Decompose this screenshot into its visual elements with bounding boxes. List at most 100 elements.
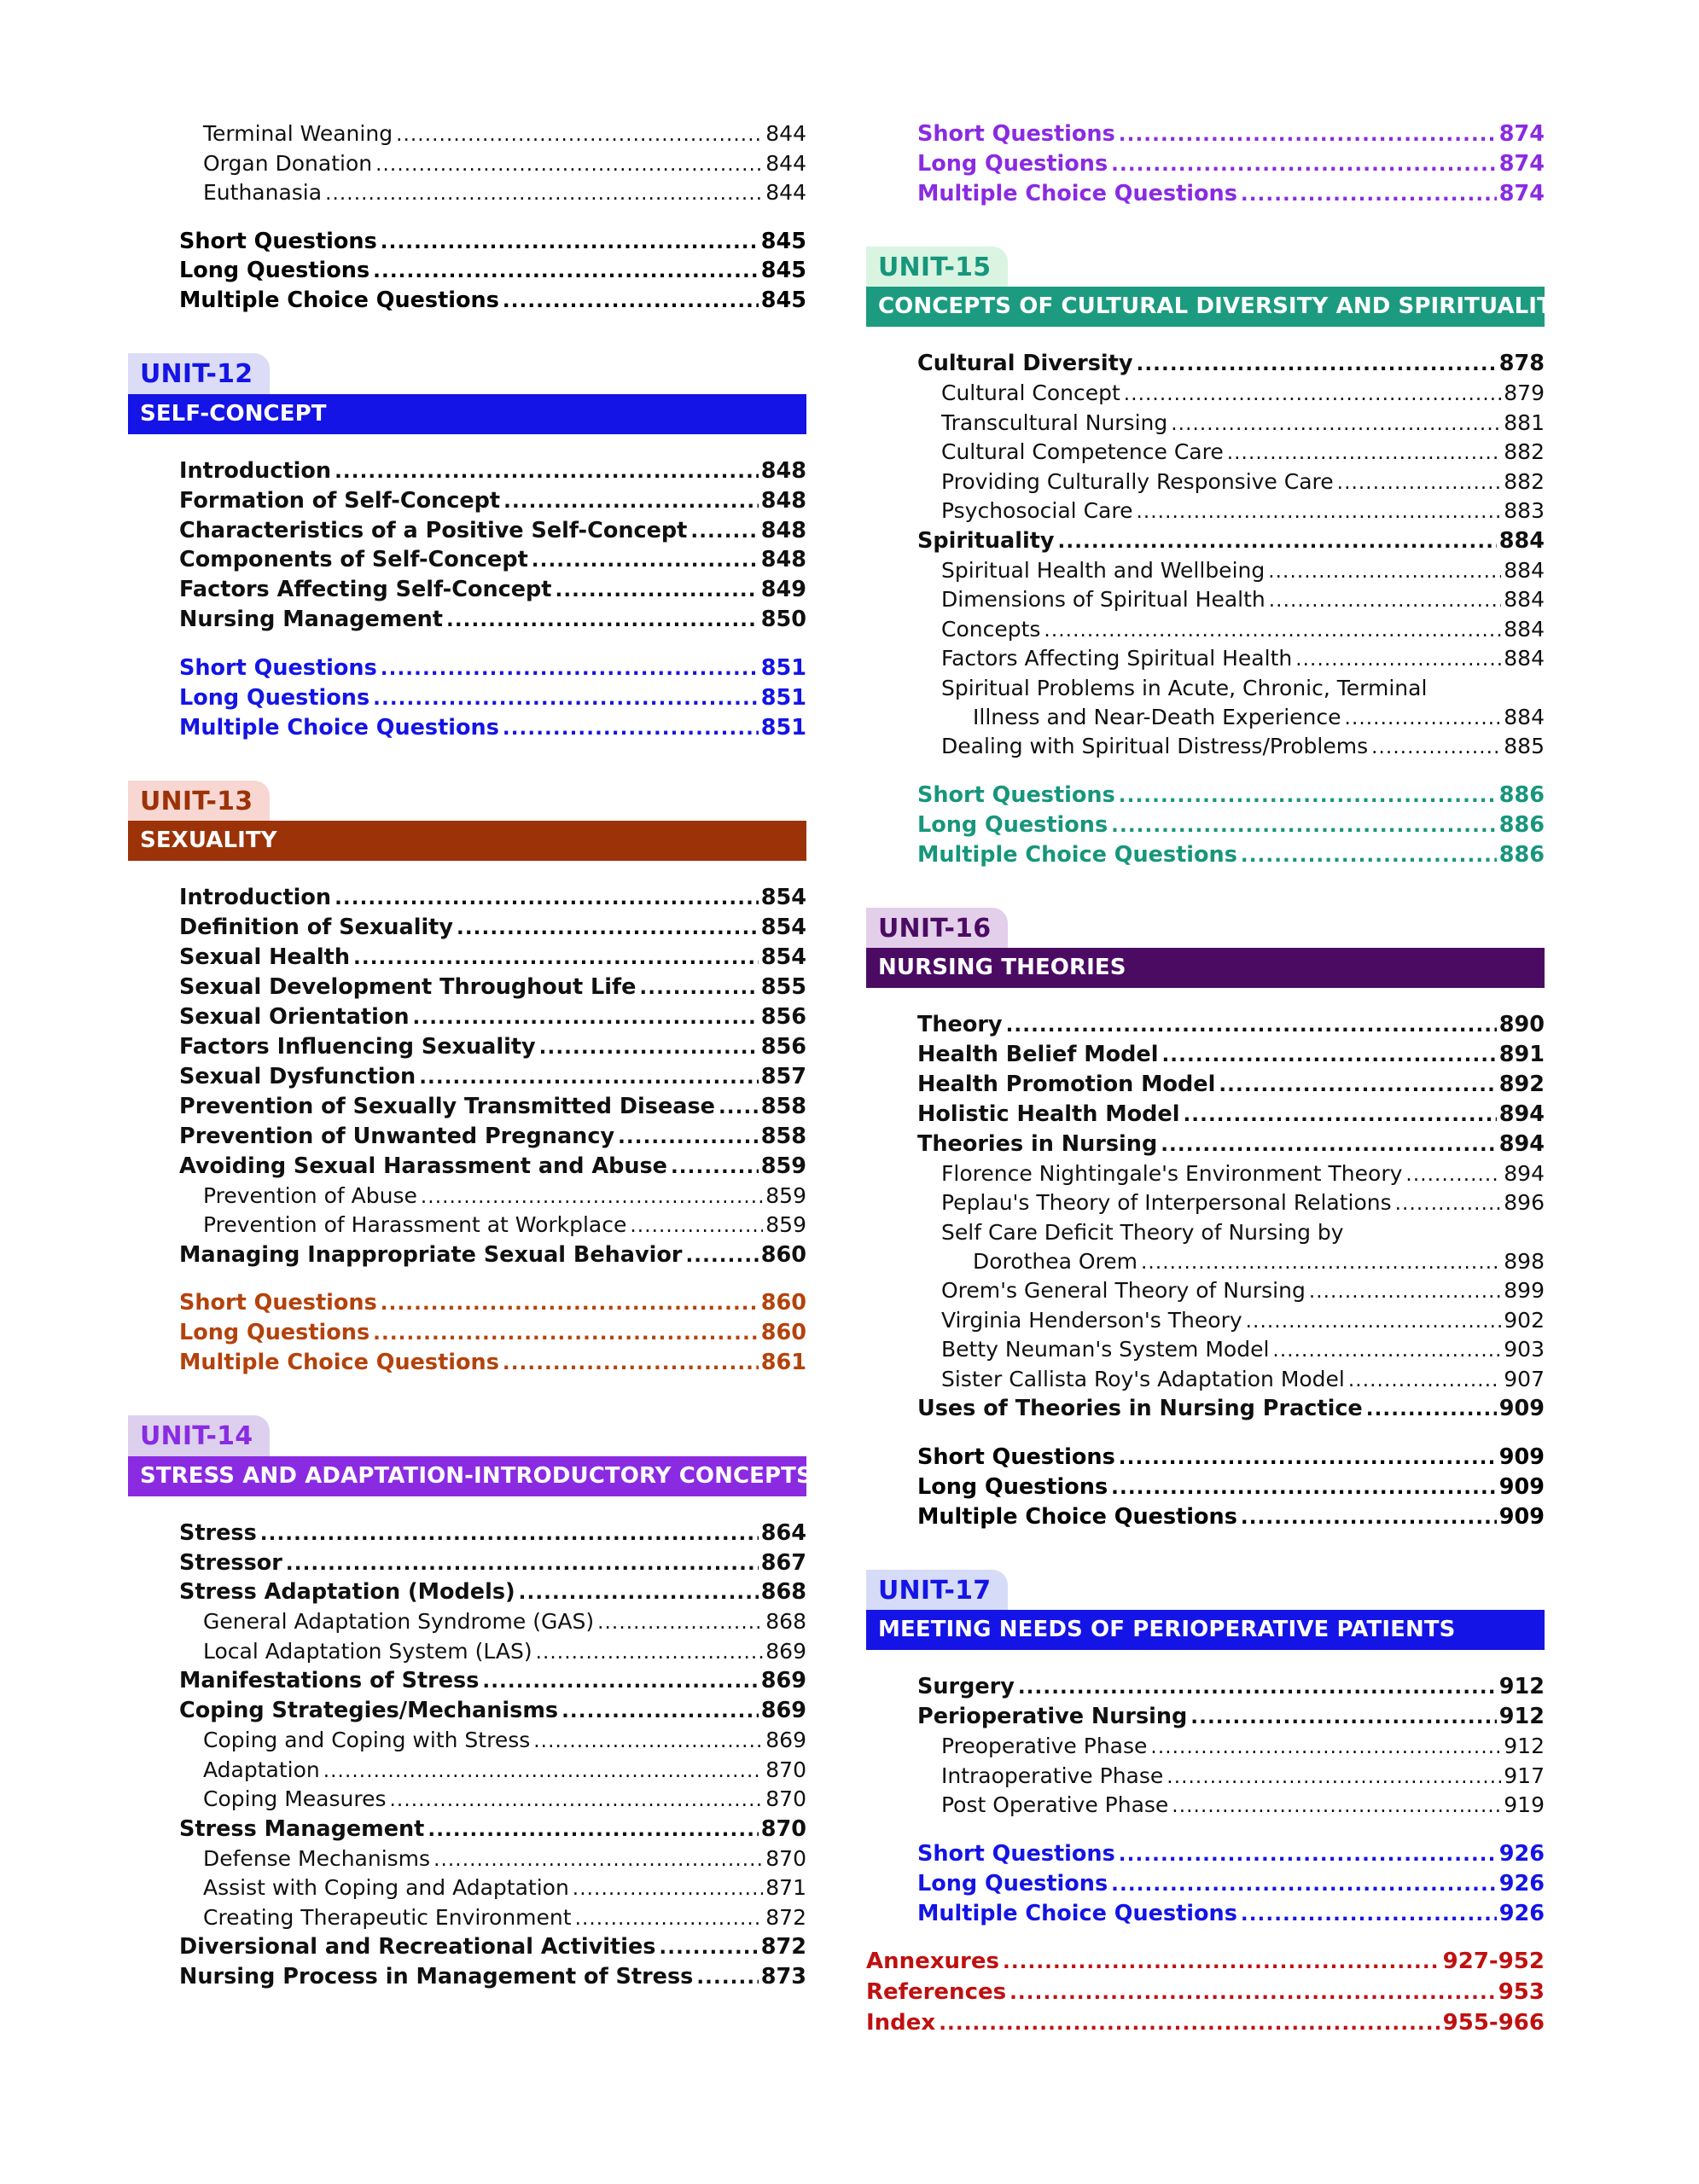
toc-entry[interactable]: Prevention of Unwanted Pregnancy........… — [128, 1122, 806, 1152]
toc-entry[interactable]: Coping Measures.........................… — [128, 1785, 806, 1815]
toc-entry[interactable]: Orem's General Theory of Nursing........… — [866, 1276, 1545, 1306]
toc-entry[interactable]: Multiple Choice Questions...............… — [128, 713, 806, 743]
toc-entry[interactable]: Stress Adaptation (Models)..............… — [128, 1577, 806, 1607]
toc-entry[interactable]: Stress Management.......................… — [128, 1815, 806, 1844]
toc-entry[interactable]: Multiple Choice Questions...............… — [866, 1502, 1545, 1532]
toc-entry[interactable]: Uses of Theories in Nursing Practice....… — [866, 1394, 1545, 1424]
toc-entry-label: Introduction — [179, 457, 332, 484]
toc-entry[interactable]: Holistic Health Model...................… — [866, 1100, 1545, 1130]
toc-entry[interactable]: Cultural Concept........................… — [866, 379, 1545, 409]
toc-entry[interactable]: Short Questions.........................… — [866, 781, 1545, 810]
toc-entry[interactable]: Providing Culturally Responsive Care....… — [866, 468, 1545, 497]
toc-entry[interactable]: Illness and Near-Death Experience.......… — [866, 703, 1545, 733]
toc-entry[interactable]: Theories in Nursing.....................… — [866, 1130, 1545, 1159]
toc-entry[interactable]: Long Questions..........................… — [866, 810, 1545, 840]
toc-entry[interactable]: Formation of Self-Concept...............… — [128, 486, 806, 516]
toc-entry-page: 955-966 — [1442, 2009, 1545, 2036]
toc-entry[interactable]: Adaptation..............................… — [128, 1756, 806, 1786]
toc-entry[interactable]: Multiple Choice Questions...............… — [866, 179, 1545, 209]
toc-entry[interactable]: Definition of Sexuality.................… — [128, 913, 806, 943]
toc-entry[interactable]: Post Operative Phase....................… — [866, 1791, 1545, 1821]
toc-entry[interactable]: Health Belief Model.....................… — [866, 1040, 1545, 1070]
toc-entry[interactable]: Short Questions.........................… — [128, 1288, 806, 1318]
toc-entry[interactable]: Intraoperative Phase....................… — [866, 1762, 1545, 1792]
toc-entry[interactable]: Prevention of Harassment at Workplace...… — [128, 1211, 806, 1240]
toc-entry[interactable]: Theory..................................… — [866, 1010, 1545, 1040]
toc-entry[interactable]: Components of Self-Concept..............… — [128, 545, 806, 575]
toc-entry[interactable]: Multiple Choice Questions...............… — [128, 1348, 806, 1378]
toc-entry[interactable]: Sexual Development Throughout Life......… — [128, 973, 806, 1002]
toc-entry-page: 849 — [760, 577, 806, 603]
toc-entry[interactable]: Stressor................................… — [128, 1548, 806, 1578]
toc-entry[interactable]: Self Care Deficit Theory of Nursing by — [866, 1218, 1545, 1247]
toc-entry[interactable]: Peplau's Theory of Interpersonal Relatio… — [866, 1188, 1545, 1218]
toc-entry[interactable]: Multiple Choice Questions...............… — [866, 1899, 1545, 1929]
toc-entry[interactable]: Cultural Diversity......................… — [866, 349, 1545, 379]
toc-entry[interactable]: References..............................… — [866, 1978, 1545, 2008]
toc-entry[interactable]: Factors Affecting Spiritual Health......… — [866, 644, 1545, 674]
toc-entry[interactable]: Nursing Process in Management of Stress.… — [128, 1962, 806, 1992]
toc-entry[interactable]: Nursing Management......................… — [128, 605, 806, 635]
toc-entry[interactable]: Long Questions..........................… — [866, 149, 1545, 179]
toc-entry[interactable]: Index...................................… — [866, 2008, 1545, 2039]
toc-entry[interactable]: Terminal Weaning........................… — [128, 119, 806, 149]
toc-entry[interactable]: Coping Strategies/Mechanisms............… — [128, 1696, 806, 1726]
toc-entry[interactable]: Long Questions..........................… — [866, 1869, 1545, 1899]
toc-entry[interactable]: Concepts................................… — [866, 615, 1545, 645]
toc-entry[interactable]: Creating Therapeutic Environment........… — [128, 1903, 806, 1933]
toc-entry[interactable]: Prevention of Sexually Transmitted Disea… — [128, 1092, 806, 1122]
toc-entry[interactable]: Characteristics of a Positive Self-Conce… — [128, 516, 806, 546]
toc-entry[interactable]: Coping and Coping with Stress...........… — [128, 1726, 806, 1756]
toc-entry[interactable]: Factors Affecting Self-Concept..........… — [128, 575, 806, 605]
toc-entry[interactable]: Defense Mechanisms......................… — [128, 1844, 806, 1874]
toc-entry[interactable]: Dimensions of Spiritual Health..........… — [866, 585, 1545, 615]
toc-entry[interactable]: Long Questions..........................… — [128, 1318, 806, 1348]
toc-entry[interactable]: Euthanasia..............................… — [128, 178, 806, 208]
toc-entry[interactable]: Preoperative Phase......................… — [866, 1732, 1545, 1762]
toc-entry[interactable]: Sexual Dysfunction......................… — [128, 1062, 806, 1092]
toc-entry-label: Dorothea Orem — [973, 1248, 1138, 1274]
toc-entry[interactable]: Local Adaptation System (LAS)...........… — [128, 1637, 806, 1667]
toc-entry[interactable]: Psychosocial Care.......................… — [866, 497, 1545, 526]
toc-entry[interactable]: Stress..................................… — [128, 1519, 806, 1548]
toc-entry[interactable]: Long Questions..........................… — [128, 256, 806, 286]
toc-entry[interactable]: Sister Callista Roy's Adaptation Model..… — [866, 1365, 1545, 1395]
toc-entry[interactable]: Prevention of Abuse.....................… — [128, 1182, 806, 1211]
toc-entry[interactable]: Surgery.................................… — [866, 1672, 1545, 1702]
toc-entry[interactable]: Short Questions.........................… — [866, 119, 1545, 149]
toc-entry[interactable]: Manifestations of Stress................… — [128, 1666, 806, 1696]
toc-entry[interactable]: Virginia Henderson's Theory.............… — [866, 1306, 1545, 1336]
toc-entry[interactable]: Assist with Coping and Adaptation.......… — [128, 1873, 806, 1903]
toc-entry[interactable]: Avoiding Sexual Harassment and Abuse....… — [128, 1152, 806, 1182]
toc-entry[interactable]: Annexures...............................… — [866, 1947, 1545, 1978]
toc-entry[interactable]: Spiritual Health and Wellbeing..........… — [866, 556, 1545, 586]
toc-entry[interactable]: Diversional and Recreational Activities.… — [128, 1932, 806, 1962]
toc-entry[interactable]: Dorothea Orem...........................… — [866, 1247, 1545, 1277]
toc-entry[interactable]: Sexual Orientation......................… — [128, 1002, 806, 1032]
toc-leader-dots: ........................................… — [502, 717, 759, 741]
toc-entry[interactable]: Introduction............................… — [128, 883, 806, 913]
toc-entry[interactable]: Spirituality............................… — [866, 526, 1545, 556]
toc-entry[interactable]: Short Questions.........................… — [866, 1443, 1545, 1472]
toc-entry[interactable]: Long Questions..........................… — [128, 683, 806, 713]
toc-entry[interactable]: Perioperative Nursing...................… — [866, 1702, 1545, 1732]
toc-entry[interactable]: Short Questions.........................… — [128, 653, 806, 683]
toc-entry[interactable]: Short Questions.........................… — [128, 227, 806, 257]
toc-entry[interactable]: Sexual Health...........................… — [128, 943, 806, 973]
toc-entry[interactable]: Dealing with Spiritual Distress/Problems… — [866, 732, 1545, 762]
toc-entry[interactable]: Transcultural Nursing...................… — [866, 409, 1545, 439]
toc-entry[interactable]: Health Promotion Model..................… — [866, 1070, 1545, 1100]
toc-entry[interactable]: Organ Donation..........................… — [128, 149, 806, 179]
toc-entry[interactable]: Introduction............................… — [128, 456, 806, 486]
toc-entry[interactable]: Cultural Competence Care................… — [866, 438, 1545, 468]
toc-entry[interactable]: Short Questions.........................… — [866, 1839, 1545, 1869]
toc-entry[interactable]: Managing Inappropriate Sexual Behavior..… — [128, 1240, 806, 1270]
toc-entry[interactable]: Long Questions..........................… — [866, 1472, 1545, 1502]
toc-entry[interactable]: Spiritual Problems in Acute, Chronic, Te… — [866, 674, 1545, 703]
toc-entry[interactable]: Betty Neuman's System Model.............… — [866, 1335, 1545, 1365]
toc-entry[interactable]: Multiple Choice Questions...............… — [866, 840, 1545, 870]
toc-entry[interactable]: General Adaptation Syndrome (GAS).......… — [128, 1607, 806, 1637]
toc-entry[interactable]: Multiple Choice Questions...............… — [128, 286, 806, 316]
toc-entry[interactable]: Factors Influencing Sexuality...........… — [128, 1032, 806, 1062]
toc-entry[interactable]: Florence Nightingale's Environment Theor… — [866, 1159, 1545, 1189]
